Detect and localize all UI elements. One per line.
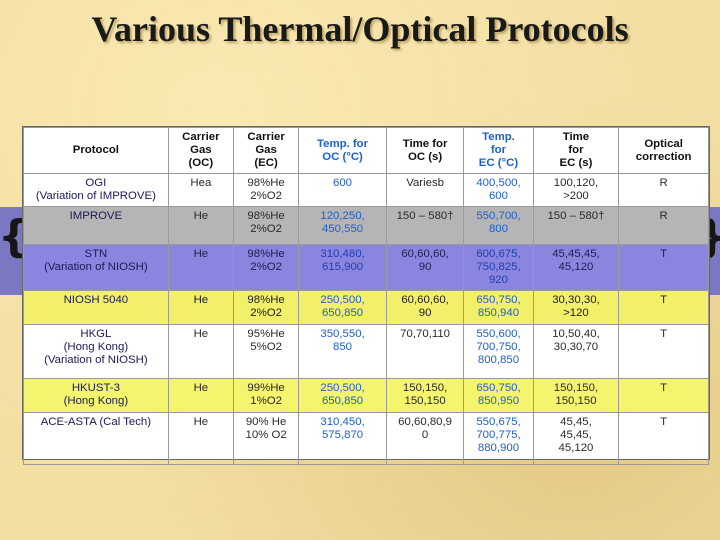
- cell-gas-ec: 90% He 10% O2: [232, 412, 300, 465]
- table-row: STN (Variation of NIOSH) He 98%He 2%O2 310,48…: [23, 244, 709, 291]
- cell-temp-oc: 310,480, 615,900: [298, 244, 387, 291]
- cell-gas-ec: 98%He 2%O2: [232, 290, 300, 325]
- table-row: ACE-ASTA (Cal Tech) He 90% He 10% O2 310,450…: [23, 412, 709, 465]
- cell-correction: T: [618, 244, 709, 291]
- cell-gas-oc: He: [167, 290, 234, 325]
- cell-temp-ec: 400,500, 600: [463, 173, 534, 207]
- cell-temp-ec: 550,600, 700,750, 800,850: [463, 324, 534, 379]
- slide-title: Various Thermal/Optical Protocols: [91, 9, 629, 49]
- cell-temp-ec: 650,750, 850,940: [463, 290, 534, 325]
- cell-correction: T: [618, 412, 709, 465]
- cell-temp-oc: 250,500, 650,850: [298, 290, 387, 325]
- cell-temp-oc: 600: [298, 173, 387, 207]
- table-row: OGI (Variation of IMPROVE) Hea 98%He 2%O2 600…: [23, 173, 709, 207]
- cell-time-ec: 10,50,40, 30,30,70: [532, 324, 620, 379]
- cell-temp-oc: 250,500, 650,850: [298, 378, 387, 413]
- table-header-row: Protocol Carrier Gas (OC) Carrier Gas (E…: [23, 127, 709, 174]
- header-time-ec: Time for EC (s): [532, 127, 620, 174]
- cell-correction: R: [618, 173, 709, 207]
- cell-time-ec: 45,45, 45,45, 45,120: [532, 412, 620, 465]
- header-time-oc: Time for OC (s): [385, 127, 465, 174]
- cell-time-ec: 150 – 580†: [532, 206, 620, 245]
- header-temp-oc: Temp. for OC (°C): [298, 127, 387, 174]
- cell-protocol: ACE-ASTA (Cal Tech): [23, 412, 169, 465]
- cell-protocol: HKUST-3 (Hong Kong): [23, 378, 169, 413]
- cell-protocol: IMPROVE: [23, 206, 169, 245]
- cell-gas-oc: Hea: [167, 173, 234, 207]
- cell-time-ec: 45,45,45, 45,120: [532, 244, 620, 291]
- cell-time-oc: 150 – 580†: [385, 206, 465, 245]
- cell-gas-ec: 98%He 2%O2: [232, 206, 300, 245]
- cell-time-oc: 60,60,60, 90: [385, 244, 465, 291]
- header-carrier-gas-ec: Carrier Gas (EC): [232, 127, 300, 174]
- cell-protocol: NIOSH 5040: [23, 290, 169, 325]
- cell-temp-oc: 310,450, 575,870: [298, 412, 387, 465]
- table-row: IMPROVE He 98%He 2%O2 120,250, 450,550 150 – 5…: [23, 206, 709, 245]
- cell-gas-oc: He: [167, 324, 234, 379]
- protocols-table: Protocol Carrier Gas (OC) Carrier Gas (E…: [23, 127, 709, 465]
- protocols-table-container: Protocol Carrier Gas (OC) Carrier Gas (E…: [22, 126, 710, 465]
- cell-time-oc: 60,60,80,9 0: [385, 412, 465, 465]
- cell-temp-ec: 600,675, 750,825, 920: [463, 244, 534, 291]
- cell-time-oc: 60,60,60, 90: [385, 290, 465, 325]
- cell-protocol: OGI (Variation of IMPROVE): [23, 173, 169, 207]
- cell-time-oc: 150,150, 150,150: [385, 378, 465, 413]
- table-row: NIOSH 5040 He 98%He 2%O2 250,500, 650,850 60,6…: [23, 290, 709, 325]
- cell-time-oc: 70,70,110: [385, 324, 465, 379]
- cell-temp-oc: 350,550, 850: [298, 324, 387, 379]
- cell-protocol: STN (Variation of NIOSH): [23, 244, 169, 291]
- cell-correction: T: [618, 324, 709, 379]
- cell-gas-oc: He: [167, 244, 234, 291]
- cell-gas-oc: He: [167, 378, 234, 413]
- table-row: HKGL (Hong Kong) (Variation of NIOSH) He 95%…: [23, 324, 709, 379]
- cell-protocol: HKGL (Hong Kong) (Variation of NIOSH): [23, 324, 169, 379]
- cell-temp-ec: 550,675, 700,775, 880,900: [463, 412, 534, 465]
- table-row: HKUST-3 (Hong Kong) He 99%He 1%O2 250,500, 650…: [23, 378, 709, 413]
- cell-time-ec: 100,120, >200: [532, 173, 620, 207]
- header-temp-ec: Temp. for EC (°C): [463, 127, 534, 174]
- cell-temp-ec: 550,700, 800: [463, 206, 534, 245]
- cell-time-ec: 30,30,30, >120: [532, 290, 620, 325]
- cell-temp-oc: 120,250, 450,550: [298, 206, 387, 245]
- cell-gas-oc: He: [167, 412, 234, 465]
- cell-correction: T: [618, 378, 709, 413]
- cell-gas-ec: 95%He 5%O2: [232, 324, 300, 379]
- cell-correction: R: [618, 206, 709, 245]
- header-carrier-gas-oc: Carrier Gas (OC): [167, 127, 234, 174]
- cell-gas-oc: He: [167, 206, 234, 245]
- cell-time-oc: Variesb: [385, 173, 465, 207]
- header-protocol: Protocol: [23, 127, 169, 174]
- cell-gas-ec: 99%He 1%O2: [232, 378, 300, 413]
- cell-time-ec: 150,150, 150,150: [532, 378, 620, 413]
- cell-temp-ec: 650,750, 850,950: [463, 378, 534, 413]
- cell-gas-ec: 98%He 2%O2: [232, 244, 300, 291]
- header-optical-correction: Optical correction: [618, 127, 709, 174]
- cell-correction: T: [618, 290, 709, 325]
- cell-gas-ec: 98%He 2%O2: [232, 173, 300, 207]
